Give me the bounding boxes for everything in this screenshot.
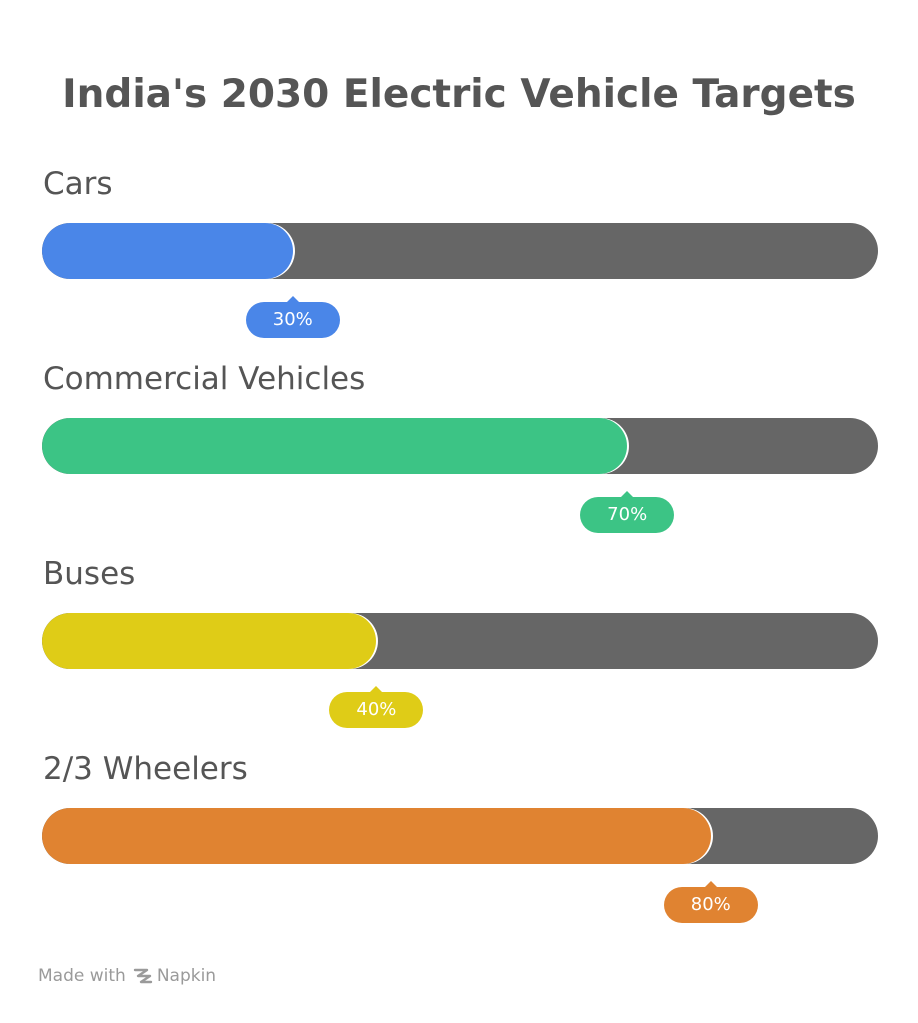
value-badge: 30% [245,296,340,338]
value-badge: 70% [580,491,675,533]
category-label: Buses [43,556,136,592]
bar-fill [42,613,377,669]
bar-fill [42,223,293,279]
category-label: 2/3 Wheelers [43,751,248,787]
category-label: Cars [43,166,113,202]
bar-track [42,613,878,669]
made-with-text: Made with [38,966,126,986]
chart-title: India's 2030 Electric Vehicle Targets [62,72,856,117]
value-badge: 80% [663,881,758,923]
category-label: Commercial Vehicles [43,361,366,397]
bar-fill [42,418,628,474]
bar-track [42,223,878,279]
napkin-brand-text: Napkin [156,966,217,986]
napkin-logo-icon [132,966,154,986]
footer-attribution: Made with Napkin [38,966,216,986]
value-badge: 40% [329,686,424,728]
bar-track [42,418,878,474]
bar-track [42,808,878,864]
bar-fill [42,808,711,864]
